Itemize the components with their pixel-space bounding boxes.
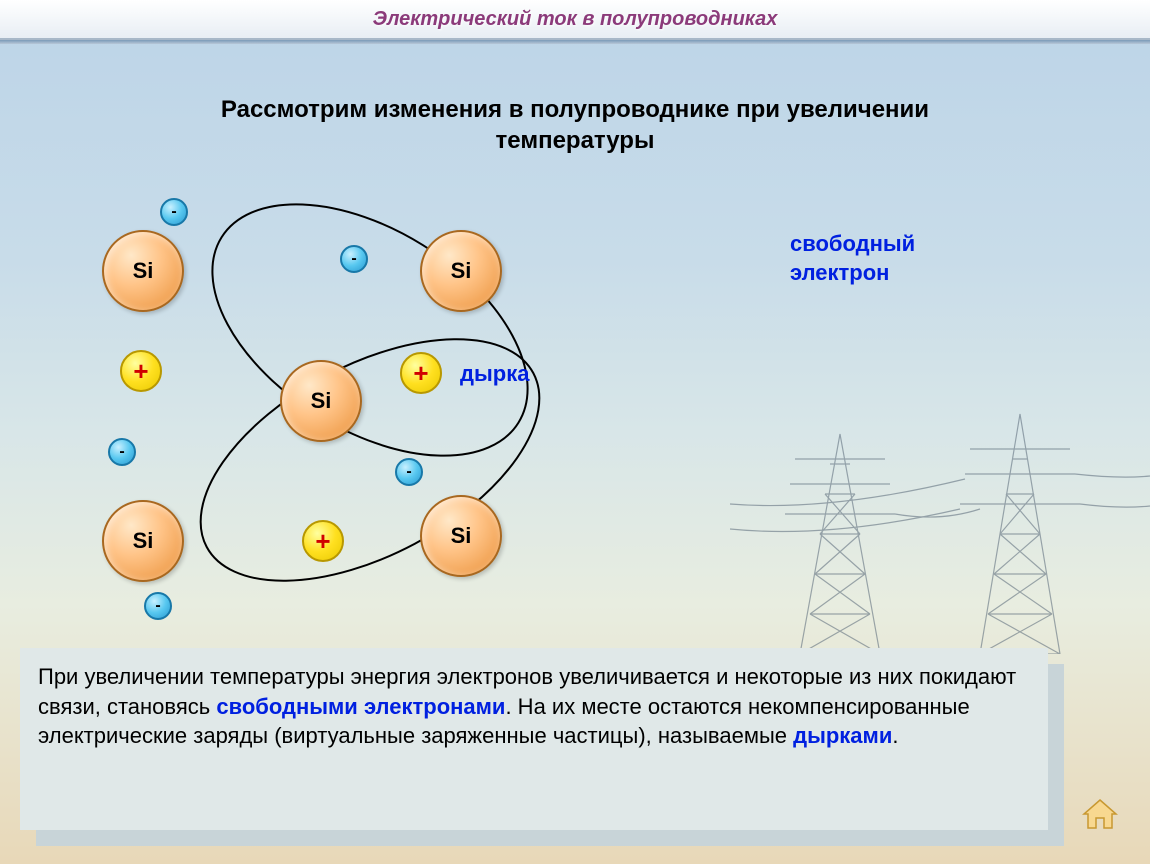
hole-particle: + [302, 520, 344, 562]
electron-particle: - [108, 438, 136, 466]
exp-hl1: свободными электронами [216, 694, 505, 719]
home-icon [1080, 794, 1120, 834]
title-bar: Электрический ток в полупроводниках [0, 0, 1150, 40]
hole-particle: + [400, 352, 442, 394]
subtitle-line2: температуры [496, 127, 655, 154]
electron-particle: - [144, 592, 172, 620]
exp-hl2: дырками [793, 723, 892, 748]
page-title: Электрический ток в полупроводниках [373, 8, 778, 31]
subtitle: Рассмотрим изменения в полупроводнике пр… [0, 94, 1150, 156]
pylon-background [730, 394, 1150, 654]
si-atom: Si [420, 230, 502, 312]
label-free-electron: свободный электрон [790, 230, 915, 287]
explanation-box: При увеличении температуры энергия элект… [20, 648, 1048, 830]
si-atom: Si [280, 360, 362, 442]
si-atom: Si [102, 500, 184, 582]
si-atom: Si [102, 230, 184, 312]
label-hole: дырка [460, 361, 529, 387]
hole-particle: + [120, 350, 162, 392]
electron-particle: - [340, 245, 368, 273]
divider [0, 40, 1150, 44]
home-button[interactable] [1078, 792, 1122, 836]
subtitle-line1: Рассмотрим изменения в полупроводнике пр… [221, 96, 929, 123]
electron-particle: - [160, 198, 188, 226]
si-atom: Si [420, 495, 502, 577]
electron-particle: - [395, 458, 423, 486]
diagram: Si Si Si Si Si + + + - - - - - [40, 170, 740, 630]
exp-t3: . [892, 723, 898, 748]
